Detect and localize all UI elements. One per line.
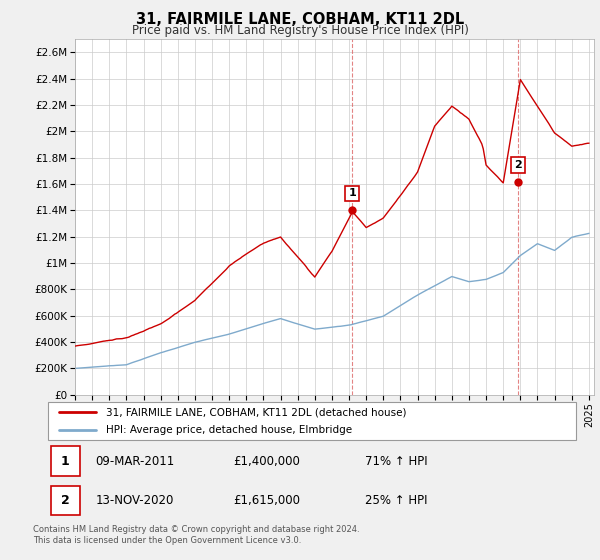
Text: HPI: Average price, detached house, Elmbridge: HPI: Average price, detached house, Elmb… (106, 425, 352, 435)
Text: 1: 1 (348, 188, 356, 198)
Text: 13-NOV-2020: 13-NOV-2020 (95, 494, 174, 507)
Text: £1,400,000: £1,400,000 (233, 455, 299, 468)
Text: 31, FAIRMILE LANE, COBHAM, KT11 2DL: 31, FAIRMILE LANE, COBHAM, KT11 2DL (136, 12, 464, 27)
Text: 2: 2 (514, 160, 522, 170)
Text: 2: 2 (61, 494, 70, 507)
Text: 09-MAR-2011: 09-MAR-2011 (95, 455, 175, 468)
Text: 25% ↑ HPI: 25% ↑ HPI (365, 494, 427, 507)
Bar (50, 486, 80, 515)
Text: 71% ↑ HPI: 71% ↑ HPI (365, 455, 427, 468)
Text: 1: 1 (61, 455, 70, 468)
Text: £1,615,000: £1,615,000 (233, 494, 300, 507)
Text: 31, FAIRMILE LANE, COBHAM, KT11 2DL (detached house): 31, FAIRMILE LANE, COBHAM, KT11 2DL (det… (106, 407, 407, 417)
Bar (50, 446, 80, 476)
Text: Contains HM Land Registry data © Crown copyright and database right 2024.
This d: Contains HM Land Registry data © Crown c… (33, 525, 359, 545)
Text: Price paid vs. HM Land Registry's House Price Index (HPI): Price paid vs. HM Land Registry's House … (131, 24, 469, 36)
